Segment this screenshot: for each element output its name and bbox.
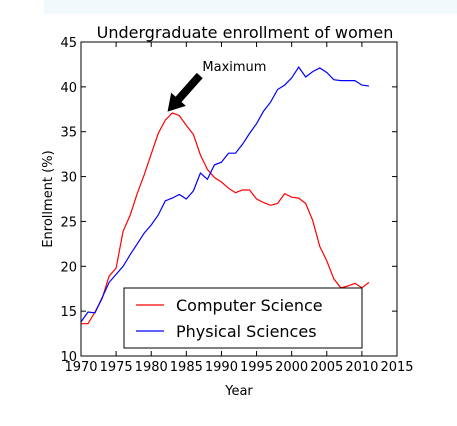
legend-entry-physical-sciences: Physical Sciences <box>176 322 317 341</box>
x-tick-label-2005: 2005 <box>310 360 343 375</box>
y-tick-label-25: 25 <box>60 215 77 230</box>
y-tick-label-35: 35 <box>60 126 77 141</box>
ticks-layer: 1970 1975 1980 1985 1990 1995 2000 2005 2010 2015… <box>60 36 413 375</box>
x-tick-label-2015: 2015 <box>380 360 413 375</box>
y-tick-label-20: 20 <box>60 260 77 275</box>
series-layer <box>80 66 370 325</box>
annotation-layer: Maximum <box>167 60 266 112</box>
x-tick-label-2000: 2000 <box>275 360 308 375</box>
y-axis-label: Enrollment (%) <box>41 150 56 247</box>
series-line-physical-sciences <box>80 66 369 323</box>
y-tick-label-30: 30 <box>60 171 77 186</box>
legend: Computer Science Physical Sciences <box>123 287 363 349</box>
x-tick-label-1995: 1995 <box>240 360 273 375</box>
y-tick-label-45: 45 <box>60 36 77 51</box>
y-tick-label-10: 10 <box>60 350 77 365</box>
x-tick-label-1975: 1975 <box>100 360 133 375</box>
annotation-maximum: Maximum <box>202 60 266 75</box>
x-tick-label-1980: 1980 <box>135 360 168 375</box>
chart-title: Undergraduate enrollment of women <box>97 23 394 42</box>
annotation-arrow <box>167 72 203 112</box>
y-tick-label-40: 40 <box>60 81 77 96</box>
x-tick-label-2010: 2010 <box>345 360 378 375</box>
top-band <box>44 0 457 14</box>
x-axis-label: Year <box>224 384 253 399</box>
y-tick-label-15: 15 <box>60 305 77 320</box>
x-tick-label-1970: 1970 <box>64 360 97 375</box>
legend-entry-computer-science: Computer Science <box>176 296 323 315</box>
legend-box <box>123 287 363 349</box>
series-line-computer-science <box>81 112 370 325</box>
plot-frame <box>80 41 398 357</box>
x-tick-label-1985: 1985 <box>170 360 203 375</box>
x-tick-label-1990: 1990 <box>205 360 238 375</box>
